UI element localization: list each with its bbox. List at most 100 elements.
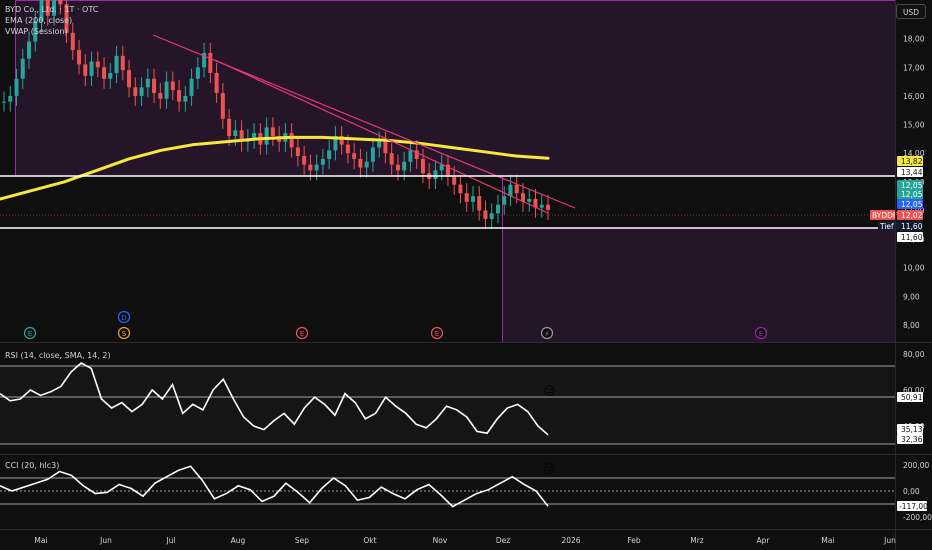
candle-body (470, 196, 475, 202)
rsi-legend[interactable]: RSI (14, close, SMA, 14, 2) (5, 351, 111, 360)
candle-body (108, 73, 113, 79)
time-axis-label: Nov (433, 536, 448, 545)
price-tag-bg (897, 199, 923, 209)
price-tag-label: 13,44 (901, 168, 923, 177)
candle-body (33, 21, 38, 42)
time-axis: Mai Jun Jul Aug Sep Okt Nov Dez 2026 Feb Mrz Apr Mai… (34, 536, 896, 545)
candle-body (152, 78, 157, 94)
candle-body (514, 184, 519, 194)
ticker-tag-bg (870, 210, 896, 220)
candle-body (295, 147, 300, 157)
price-tag-label: 12,05 (901, 190, 923, 199)
vwap-legend[interactable]: VWAP (Session) (5, 27, 68, 36)
price-tag-bg (897, 156, 923, 166)
event-marker-ring[interactable] (23, 326, 37, 340)
ema-200-line (0, 135, 550, 201)
candle-body (395, 164, 400, 171)
candle-body (414, 150, 419, 159)
currency-button[interactable]: USD (896, 4, 926, 19)
event-marker-ring[interactable] (754, 326, 768, 340)
candle-body (264, 127, 269, 145)
cci-axis: 200,00 0,00 -200,00 (903, 461, 932, 522)
event-marker-label: E (28, 330, 32, 338)
candle-body (233, 130, 238, 136)
time-axis-label: Jun (883, 536, 896, 545)
rsi-line (0, 362, 549, 436)
rsi-tag-bg (897, 434, 923, 444)
zone-upper (15, 0, 895, 176)
candle-body (27, 41, 32, 59)
zone-lower (502, 228, 895, 342)
candle-body (527, 199, 532, 202)
candle-body (539, 204, 544, 208)
time-axis-label: Feb (627, 536, 641, 545)
candle-body (58, 0, 63, 5)
candles-group (2, 0, 550, 230)
event-marker-ring[interactable] (117, 326, 131, 340)
time-axis-label: Aug (231, 536, 246, 545)
time-axis-label: Mai (34, 536, 47, 545)
candle-body (220, 93, 225, 119)
trendline-lower[interactable] (214, 59, 549, 214)
rsi-axis-label: 80,00 (903, 350, 925, 359)
cci-tags: -117,00 (897, 501, 928, 511)
candle-body (83, 64, 88, 76)
main-legend[interactable]: BYD Co., Ltd. · 1T · OTC EMA (200, close… (5, 4, 98, 37)
event-marker-label: E (759, 330, 763, 338)
candle-body (189, 78, 194, 96)
candle-body (358, 158, 363, 168)
symbol-legend[interactable]: BYD Co., Ltd. · 1T · OTC (5, 5, 99, 14)
candle-body (483, 210, 488, 220)
candle-body (314, 164, 319, 171)
cci-legend[interactable]: CCI (20, hlc3) (5, 461, 60, 470)
rsi-emoji-marker: 😐 (543, 384, 556, 398)
event-marker-ring[interactable] (430, 326, 444, 340)
candle-body (546, 204, 550, 210)
price-tag-bg (897, 189, 923, 199)
event-marker-label: E (300, 330, 304, 338)
candle-body (370, 147, 375, 162)
cci-emoji-marker: 😐 (543, 462, 556, 476)
event-marker-ring[interactable] (295, 326, 309, 340)
candle-body (208, 52, 213, 73)
candle-body (270, 127, 275, 136)
price-tag-label: 12,05 (901, 181, 923, 190)
ema-legend[interactable]: EMA (200, close) (5, 16, 73, 25)
price-tag-bg (897, 232, 923, 242)
price-tag-bg (897, 221, 923, 231)
time-axis-label: Mrz (690, 536, 704, 545)
candle-body (383, 141, 388, 154)
candle-body (364, 161, 369, 168)
candle-body (114, 55, 119, 73)
zone-upper-border (15, 0, 895, 1)
price-tag-label: 12,02 (901, 211, 923, 220)
price-axis-label: 16,00 (903, 92, 925, 101)
price-tag-bg (897, 180, 923, 190)
candle-body (164, 81, 169, 99)
candle-body (520, 193, 525, 202)
candle-body (408, 150, 413, 162)
candle-body (227, 118, 232, 136)
event-markers: E DS E E ⚡ E (23, 310, 768, 340)
candle-body (102, 67, 107, 79)
candle-body (452, 176, 457, 185)
time-axis-label: 2026 (561, 536, 580, 545)
candle-body (45, 0, 50, 16)
candle-body (2, 101, 6, 103)
cci-tag-label: -117,00 (899, 502, 928, 511)
candle-body (177, 90, 182, 102)
candle-body (502, 196, 507, 205)
candle-body (389, 153, 394, 165)
time-axis-label: Jun (99, 536, 112, 545)
low-tag-bg (878, 221, 897, 231)
event-marker-ring[interactable] (540, 326, 554, 340)
candle-body (402, 161, 407, 171)
cci-tag-bg (897, 501, 927, 511)
event-marker-ring[interactable] (117, 310, 131, 324)
price-tag-bg (897, 167, 923, 177)
cci-axis-label: -200,00 (903, 513, 932, 522)
price-axis-label: 10,00 (903, 264, 925, 273)
candle-body (89, 61, 94, 76)
